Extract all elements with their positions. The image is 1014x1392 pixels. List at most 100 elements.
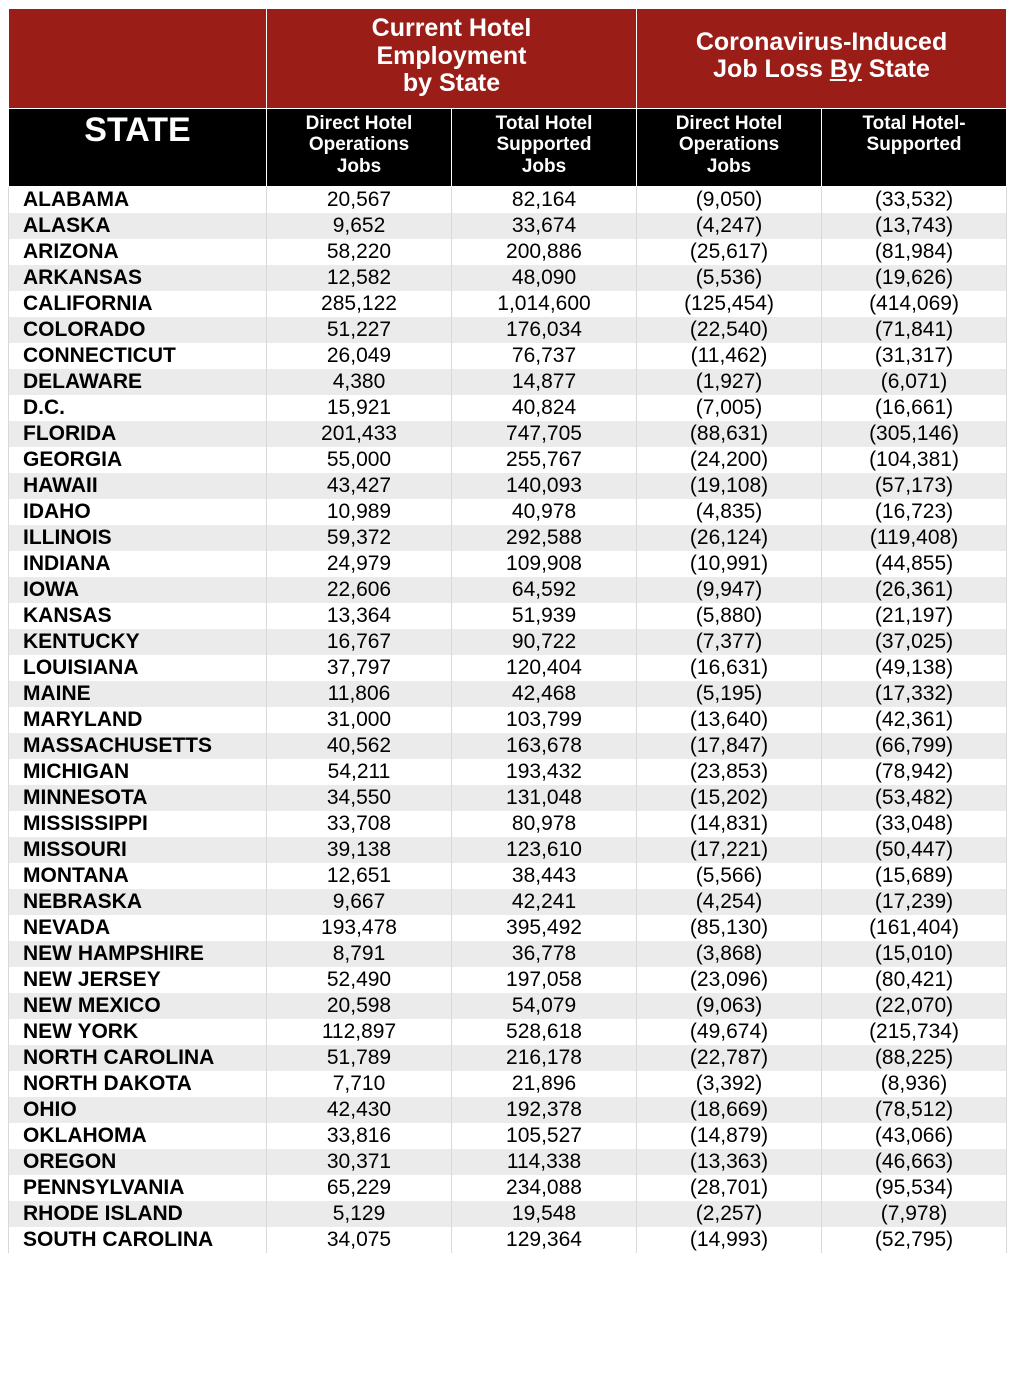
cell-value-4: (52,795) — [822, 1227, 1007, 1253]
table-row: PENNSYLVANIA65,229234,088(28,701)(95,534… — [9, 1175, 1007, 1201]
table-row: SOUTH CAROLINA34,075129,364(14,993)(52,7… — [9, 1227, 1007, 1253]
cell-value-3: (23,096) — [637, 967, 822, 993]
cell-value-1: 58,220 — [267, 239, 452, 265]
cell-value-1: 33,816 — [267, 1123, 452, 1149]
cell-value-1: 55,000 — [267, 447, 452, 473]
table-row: OKLAHOMA33,816105,527(14,879)(43,066) — [9, 1123, 1007, 1149]
cell-value-1: 201,433 — [267, 421, 452, 447]
cell-value-2: 48,090 — [452, 265, 637, 291]
cell-state: ILLINOIS — [9, 525, 267, 551]
cell-value-2: 747,705 — [452, 421, 637, 447]
cell-value-2: 51,939 — [452, 603, 637, 629]
cell-state: KENTUCKY — [9, 629, 267, 655]
table-row: MONTANA12,65138,443(5,566)(15,689) — [9, 863, 1007, 889]
cell-value-1: 9,652 — [267, 213, 452, 239]
cell-value-1: 51,789 — [267, 1045, 452, 1071]
cell-value-4: (57,173) — [822, 473, 1007, 499]
cell-value-4: (81,984) — [822, 239, 1007, 265]
col-header-total-supported-jobs: Total HotelSupportedJobs — [452, 108, 637, 187]
cell-state: HAWAII — [9, 473, 267, 499]
cell-value-4: (16,723) — [822, 499, 1007, 525]
hotel-employment-table: Current HotelEmploymentby State Coronavi… — [8, 8, 1007, 1253]
cell-value-4: (50,447) — [822, 837, 1007, 863]
cell-state: MICHIGAN — [9, 759, 267, 785]
cell-value-2: 176,034 — [452, 317, 637, 343]
cell-value-1: 16,767 — [267, 629, 452, 655]
cell-value-2: 528,618 — [452, 1019, 637, 1045]
table-row: NORTH CAROLINA51,789216,178(22,787)(88,2… — [9, 1045, 1007, 1071]
cell-value-1: 65,229 — [267, 1175, 452, 1201]
cell-value-4: (21,197) — [822, 603, 1007, 629]
cell-state: ARKANSAS — [9, 265, 267, 291]
cell-value-1: 10,989 — [267, 499, 452, 525]
cell-value-1: 285,122 — [267, 291, 452, 317]
table-row: ARKANSAS12,58248,090(5,536)(19,626) — [9, 265, 1007, 291]
cell-value-1: 15,921 — [267, 395, 452, 421]
cell-state: IOWA — [9, 577, 267, 603]
cell-value-4: (80,421) — [822, 967, 1007, 993]
cell-state: MARYLAND — [9, 707, 267, 733]
cell-value-3: (7,005) — [637, 395, 822, 421]
table-row: MAINE11,80642,468(5,195)(17,332) — [9, 681, 1007, 707]
cell-value-3: (16,631) — [637, 655, 822, 681]
cell-value-4: (7,978) — [822, 1201, 1007, 1227]
table-row: FLORIDA201,433747,705(88,631)(305,146) — [9, 421, 1007, 447]
cell-value-1: 11,806 — [267, 681, 452, 707]
cell-value-2: 131,048 — [452, 785, 637, 811]
cell-state: NEVADA — [9, 915, 267, 941]
cell-value-2: 129,364 — [452, 1227, 637, 1253]
cell-value-1: 9,667 — [267, 889, 452, 915]
cell-value-4: (33,048) — [822, 811, 1007, 837]
cell-value-3: (22,787) — [637, 1045, 822, 1071]
cell-state: OREGON — [9, 1149, 267, 1175]
cell-value-3: (3,868) — [637, 941, 822, 967]
header-spacer — [9, 9, 267, 109]
cell-state: D.C. — [9, 395, 267, 421]
cell-value-1: 31,000 — [267, 707, 452, 733]
col-header-direct-ops-jobs: Direct HotelOperationsJobs — [267, 108, 452, 187]
cell-value-3: (13,640) — [637, 707, 822, 733]
cell-state: NEW HAMPSHIRE — [9, 941, 267, 967]
cell-state: PENNSYLVANIA — [9, 1175, 267, 1201]
cell-value-3: (5,566) — [637, 863, 822, 889]
cell-value-2: 123,610 — [452, 837, 637, 863]
col-header-loss-direct-ops: Direct HotelOperationsJobs — [637, 108, 822, 187]
cell-value-2: 292,588 — [452, 525, 637, 551]
cell-value-1: 39,138 — [267, 837, 452, 863]
cell-value-3: (25,617) — [637, 239, 822, 265]
cell-value-4: (161,404) — [822, 915, 1007, 941]
cell-value-4: (46,663) — [822, 1149, 1007, 1175]
table-row: KENTUCKY16,76790,722(7,377)(37,025) — [9, 629, 1007, 655]
cell-state: ALABAMA — [9, 187, 267, 214]
cell-value-2: 255,767 — [452, 447, 637, 473]
table-row: IOWA22,60664,592(9,947)(26,361) — [9, 577, 1007, 603]
cell-value-4: (88,225) — [822, 1045, 1007, 1071]
cell-state: MISSISSIPPI — [9, 811, 267, 837]
cell-state: NEW MEXICO — [9, 993, 267, 1019]
table-row: NEBRASKA9,66742,241(4,254)(17,239) — [9, 889, 1007, 915]
cell-value-3: (88,631) — [637, 421, 822, 447]
cell-value-1: 40,562 — [267, 733, 452, 759]
table-row: DELAWARE4,38014,877(1,927)(6,071) — [9, 369, 1007, 395]
cell-state: LOUISIANA — [9, 655, 267, 681]
cell-value-4: (22,070) — [822, 993, 1007, 1019]
cell-value-4: (66,799) — [822, 733, 1007, 759]
cell-value-4: (26,361) — [822, 577, 1007, 603]
table-row: MISSOURI39,138123,610(17,221)(50,447) — [9, 837, 1007, 863]
cell-state: SOUTH CAROLINA — [9, 1227, 267, 1253]
cell-state: OKLAHOMA — [9, 1123, 267, 1149]
table-row: NEW YORK112,897528,618(49,674)(215,734) — [9, 1019, 1007, 1045]
cell-value-2: 114,338 — [452, 1149, 637, 1175]
cell-value-3: (14,879) — [637, 1123, 822, 1149]
cell-state: IDAHO — [9, 499, 267, 525]
cell-value-2: 80,978 — [452, 811, 637, 837]
cell-value-2: 105,527 — [452, 1123, 637, 1149]
cell-value-3: (14,993) — [637, 1227, 822, 1253]
cell-value-3: (9,947) — [637, 577, 822, 603]
cell-value-4: (119,408) — [822, 525, 1007, 551]
cell-value-4: (17,239) — [822, 889, 1007, 915]
table-row: KANSAS13,36451,939(5,880)(21,197) — [9, 603, 1007, 629]
header-group-employment: Current HotelEmploymentby State — [267, 9, 637, 109]
table-row: NORTH DAKOTA7,71021,896(3,392)(8,936) — [9, 1071, 1007, 1097]
cell-value-3: (17,221) — [637, 837, 822, 863]
